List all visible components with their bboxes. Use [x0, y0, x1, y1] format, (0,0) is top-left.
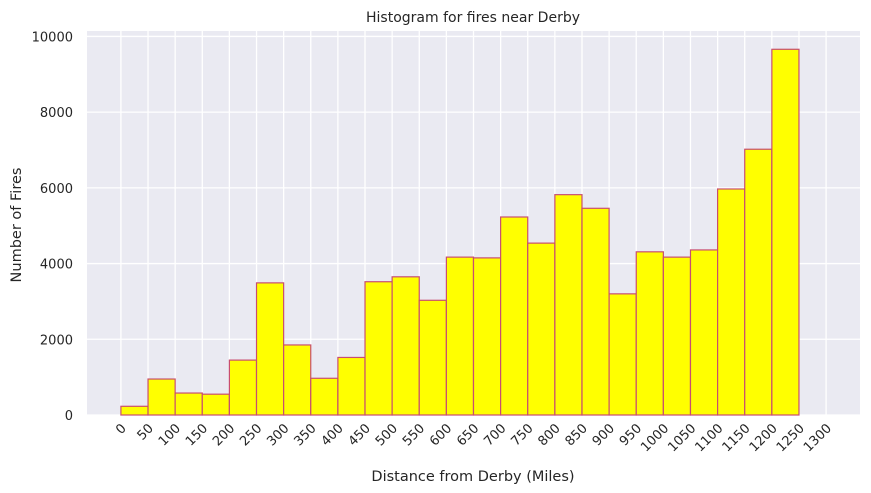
x-tick-label: 50 — [135, 421, 157, 443]
histogram-bar — [283, 344, 312, 416]
histogram-bar — [255, 282, 285, 416]
x-tick-label: 350 — [291, 421, 319, 449]
histogram-bar — [364, 281, 393, 416]
histogram-bar — [717, 188, 746, 416]
x-tick-label: 400 — [319, 421, 347, 449]
x-tick-label: 550 — [400, 421, 428, 449]
histogram-bar — [554, 194, 583, 416]
x-tick-label: 450 — [346, 421, 374, 449]
y-tick-label: 6000 — [40, 182, 73, 197]
histogram-bar — [201, 393, 230, 416]
y-tick-label: 2000 — [40, 333, 73, 348]
histogram-bar — [689, 249, 719, 416]
histogram-bar — [310, 377, 339, 416]
x-tick-label: 1200 — [747, 421, 781, 455]
x-tick-label: 1000 — [638, 421, 672, 455]
histogram-bar — [608, 293, 637, 416]
x-tick-label: 700 — [481, 421, 509, 449]
histogram-bar — [744, 148, 773, 416]
x-tick-label: 800 — [536, 421, 564, 449]
histogram-bar — [147, 378, 176, 416]
y-tick-label: 4000 — [40, 258, 73, 273]
histogram-bar — [337, 356, 366, 416]
x-tick-label: 1050 — [665, 421, 699, 455]
x-tick-label: 650 — [454, 421, 482, 449]
histogram-bar — [418, 299, 447, 416]
histogram-bars — [120, 48, 800, 416]
chart-title: Histogram for fires near Derby — [366, 10, 580, 26]
histogram-bar — [771, 48, 800, 416]
x-tick-label: 1250 — [774, 421, 808, 455]
y-tick-label: 10000 — [32, 30, 73, 45]
histogram-bar — [120, 405, 149, 416]
histogram-bar — [174, 392, 203, 416]
y-tick-label: 8000 — [40, 106, 73, 121]
x-tick-label: 200 — [210, 421, 238, 449]
x-tick-label: 100 — [156, 421, 184, 449]
x-tick-label: 600 — [427, 421, 455, 449]
x-tick-label: 1300 — [801, 421, 835, 455]
x-tick-label: 1100 — [692, 421, 726, 455]
x-tick-label: 500 — [373, 421, 401, 449]
histogram-bar — [662, 256, 692, 416]
histogram-bar — [391, 276, 420, 416]
x-tick-label: 850 — [563, 421, 591, 449]
y-tick-label: 0 — [65, 409, 73, 424]
histogram-bar — [472, 257, 502, 416]
x-tick-label: 1150 — [720, 421, 754, 455]
x-tick-label: 750 — [508, 421, 536, 449]
x-tick-label: 150 — [183, 421, 211, 449]
y-tick-labels: 0 2000 4000 6000 8000 10000 — [32, 30, 73, 424]
histogram-bar — [228, 359, 258, 416]
histogram-bar — [527, 242, 556, 416]
histogram-bar — [500, 216, 529, 416]
x-tick-label: 250 — [237, 421, 265, 449]
x-tick-label: 300 — [264, 421, 292, 449]
y-axis-label: Number of Fires — [9, 168, 25, 283]
x-tick-label: 900 — [590, 421, 618, 449]
histogram-bar — [445, 256, 475, 416]
histogram-bar — [635, 251, 664, 416]
x-tick-labels: 0 501001502002503003504004505005506006507… — [113, 421, 835, 455]
histogram-bar — [581, 207, 610, 416]
x-tick-label: 0 — [113, 421, 129, 437]
x-axis-label: Distance from Derby (Miles) — [371, 469, 574, 485]
